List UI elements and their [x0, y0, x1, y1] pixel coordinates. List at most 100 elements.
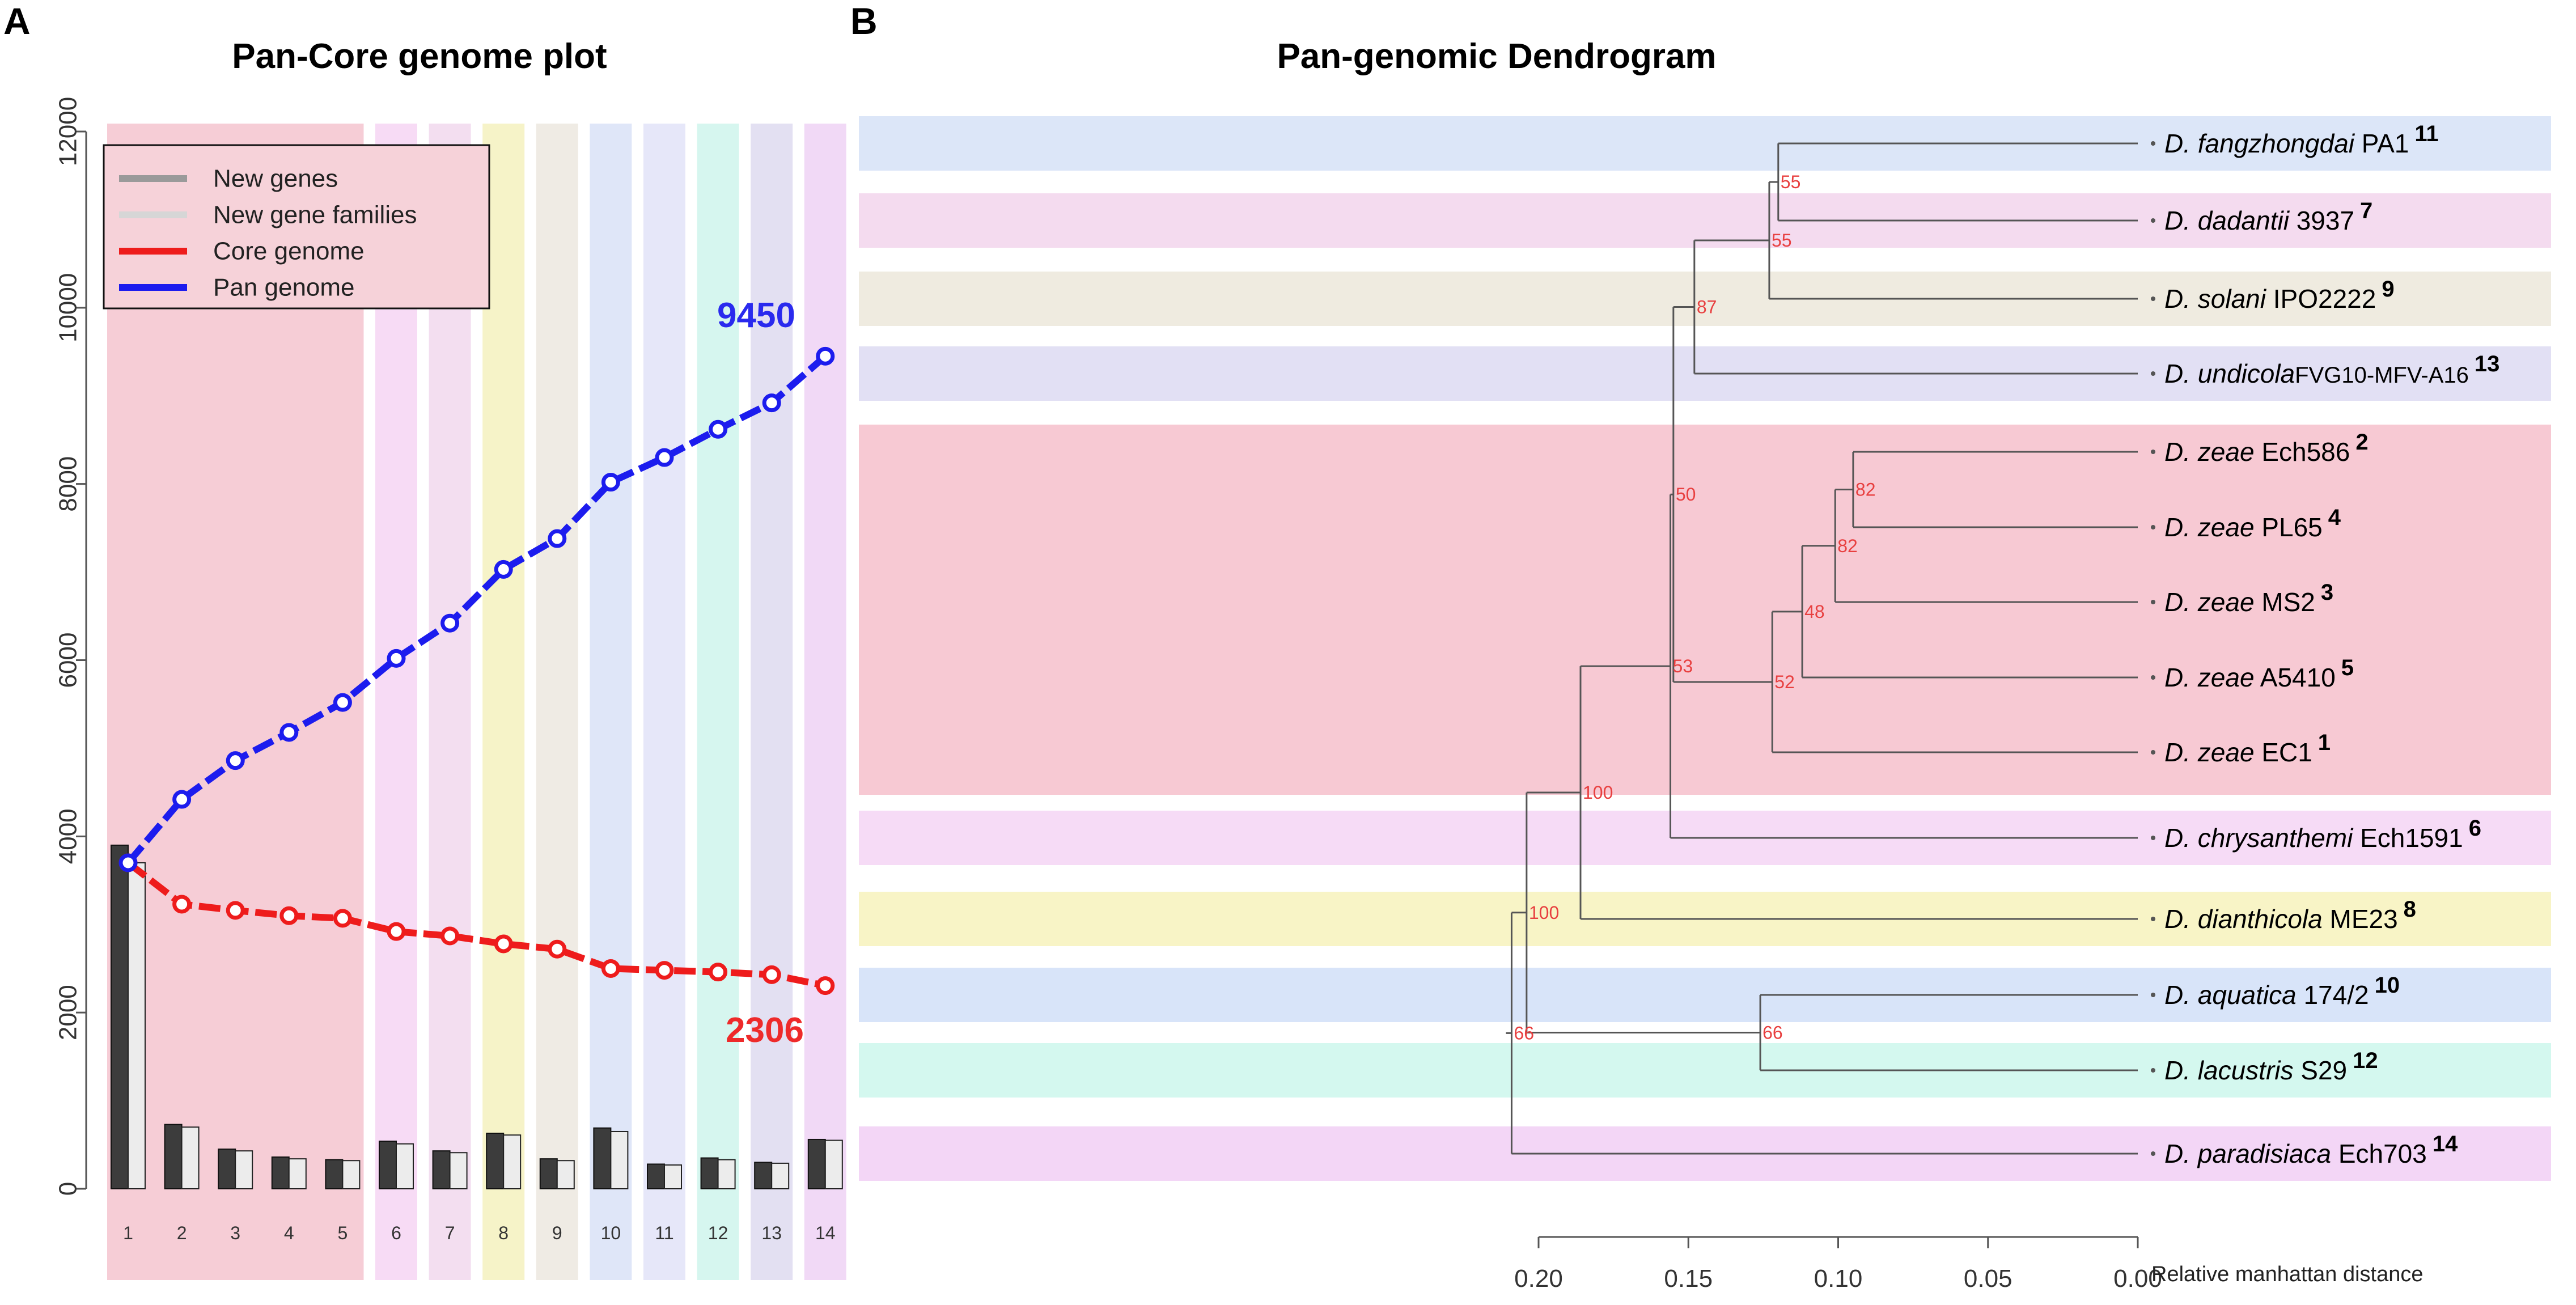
pan-genome-point [387, 649, 406, 668]
leaf-genus: D. [2164, 512, 2198, 542]
leaf-band [859, 272, 2551, 326]
leaf-species: paradisiaca [2197, 1139, 2331, 1168]
bootstrap-label: 48 [1804, 601, 1825, 622]
bootstrap-label: 50 [1676, 484, 1696, 505]
x-tick-label: 0.10 [1814, 1265, 1863, 1293]
leaf-tip [2151, 993, 2155, 997]
leaf-number: 11 [2414, 121, 2438, 146]
leaf-strain: PA1 [2354, 129, 2409, 158]
x-tick-label: 14 [815, 1223, 836, 1243]
category-band [697, 124, 739, 1280]
x-tick-label: 12 [708, 1223, 728, 1243]
pan-genome-point [279, 723, 299, 742]
x-tick-label: 5 [338, 1223, 348, 1243]
y-tick-label: 2000 [54, 985, 82, 1040]
leaf-label: D. zeae MS2 3 [2164, 580, 2333, 617]
core-genome-point [709, 963, 728, 982]
new-gene-families-bar [771, 1162, 790, 1190]
leaf-genus: D. [2164, 284, 2198, 313]
pan-genome-point [816, 346, 835, 366]
legend-box [103, 144, 490, 310]
leaf-species: dadantii [2198, 206, 2290, 235]
core-genome-point [494, 934, 513, 954]
leaf-label: D. chrysanthemi Ech1591 6 [2164, 816, 2481, 853]
legend-label: Core genome [213, 238, 365, 265]
leaf-tip [2151, 600, 2155, 604]
new-gene-families-bar [342, 1160, 361, 1190]
leaf-strain: EC1 [2255, 738, 2312, 767]
leaf-number: 12 [2353, 1048, 2378, 1073]
leaf-number: 3 [2321, 580, 2333, 605]
leaf-tip [2151, 218, 2155, 223]
new-genes-bar [486, 1133, 505, 1190]
leaf-species: zeae [2197, 512, 2255, 542]
x-tick-label: 4 [284, 1223, 294, 1243]
leaf-species: aquatica [2198, 980, 2297, 1010]
leaf-number: 8 [2404, 897, 2416, 922]
y-tick-label: 10000 [54, 273, 82, 342]
leaf-label: D. dianthicola ME23 8 [2164, 897, 2416, 934]
panel-a-letter: A [3, 0, 31, 42]
category-band [482, 124, 525, 1280]
core-set-band [107, 124, 364, 1280]
x-axis-label: Relative manhattan distance [2151, 1262, 2424, 1286]
legend-label: New gene families [213, 201, 417, 229]
leaf-genus: D. [2164, 359, 2198, 388]
new-gene-families-bar [824, 1139, 843, 1190]
leaf-species: zeae [2197, 738, 2255, 767]
leaf-strain: A5410 [2255, 663, 2336, 692]
x-tick-label: 9 [552, 1223, 562, 1243]
leaf-number: 13 [2475, 351, 2500, 376]
new-genes-bar [325, 1159, 344, 1190]
leaf-strain: FVG10-MFV-A16 [2295, 363, 2469, 388]
leaf-tip [2151, 917, 2155, 921]
panel-a-title: Pan-Core genome plot [232, 37, 607, 76]
new-gene-families-bar [128, 862, 146, 1190]
leaf-genus: D. [2164, 904, 2198, 934]
x-tick-label: 2 [177, 1223, 187, 1243]
y-tick-label: 4000 [54, 808, 82, 864]
new-genes-bar [379, 1141, 397, 1189]
x-tick-label: 0.20 [1514, 1265, 1563, 1293]
leaf-number: 9 [2382, 277, 2394, 302]
panel-b-letter: B [850, 0, 878, 42]
leaf-species: zeae [2197, 663, 2255, 692]
leaf-band [859, 193, 2551, 248]
leaf-genus: D. [2164, 980, 2198, 1010]
leaf-genus: D. [2164, 823, 2198, 853]
pan-genome-point [709, 420, 728, 439]
pan-genome-point [118, 853, 138, 872]
new-gene-families-bar [288, 1158, 307, 1189]
leaf-tip [2151, 1151, 2155, 1156]
panel-b-title: Pan-genomic Dendrogram [1277, 37, 1716, 76]
new-genes-bar [593, 1127, 612, 1189]
pan-genome-value-label: 9450 [717, 296, 795, 335]
core-genome-point [333, 909, 352, 928]
leaf-species: chrysanthemi [2198, 823, 2354, 853]
leaf-label: D. undicolaFVG10-MFV-A16 13 [2164, 351, 2499, 388]
leaf-label: D. aquatica 174/2 10 [2164, 973, 2400, 1010]
new-gene-families-bar [717, 1159, 736, 1190]
pan-genome-point [548, 529, 567, 548]
core-genome-point [601, 959, 620, 978]
leaf-strain: ME23 [2323, 904, 2398, 934]
leaf-number: 4 [2328, 505, 2341, 530]
new-genes-bar [647, 1163, 665, 1190]
new-gene-families-bar [664, 1164, 682, 1190]
pan-genome-line [125, 353, 828, 865]
leaf-band [859, 1043, 2551, 1098]
leaf-label: D. zeae Ech586 2 [2164, 430, 2369, 467]
x-tick-label: 8 [498, 1223, 509, 1243]
leaf-genus: D. [2164, 1139, 2198, 1168]
leaf-label: D. zeae A5410 5 [2164, 655, 2354, 692]
zeae-clade-band [859, 426, 2551, 795]
legend: New genes New gene families Core genome Pan… [103, 144, 490, 310]
new-gene-families-bar [503, 1134, 522, 1189]
bootstrap-label: 53 [1673, 656, 1693, 676]
leaf-species: dianthicola [2198, 904, 2323, 934]
new-genes-bar [700, 1157, 719, 1189]
x-tick-label: 0.05 [1964, 1265, 2012, 1293]
new-genes-bar [271, 1156, 290, 1190]
